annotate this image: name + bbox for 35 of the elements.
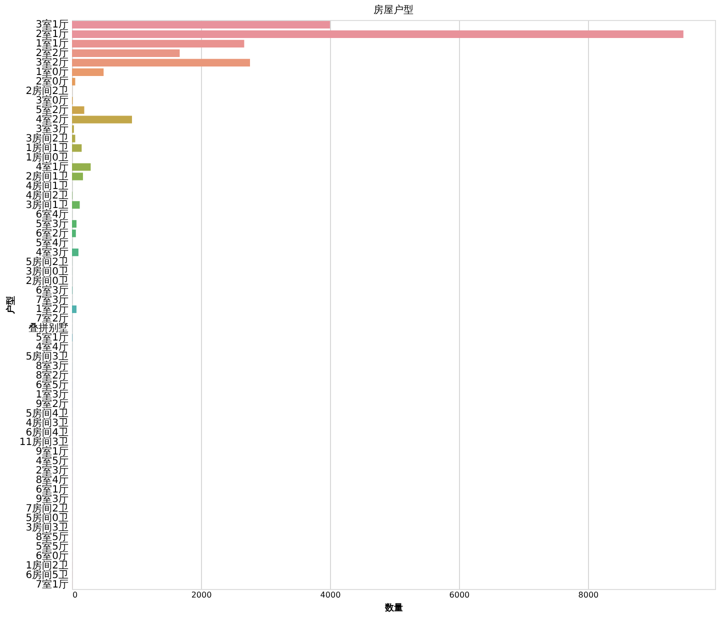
y-tick-label: 3房间0卫 [26,265,68,278]
y-tick-label: 5房间2卫 [26,256,68,268]
y-tick-label: 2房间0卫 [26,274,68,287]
bar [72,116,132,124]
x-tick-label: 4000 [320,590,341,600]
bar [72,78,76,86]
x-tick-label: 8000 [578,590,599,600]
bar [72,305,77,314]
y-tick-label: 6房间5卫 [26,568,68,581]
x-axis-title: 数量 [384,602,403,614]
bar [72,68,104,76]
y-tick-label: 1房间2卫 [26,559,68,572]
y-tick-label: 3房间3卫 [26,521,68,534]
x-tick-label: 0 [72,590,78,600]
y-tick-label: 5房间0卫 [26,512,68,524]
bar [72,20,330,29]
bar [72,248,78,256]
y-tick-label: 7房间2卫 [26,502,68,514]
y-tick-label: 3房间1卫 [26,198,68,211]
x-tick-label: 6000 [449,590,470,600]
y-axis-title: 户型 [5,296,16,315]
x-tick-label: 2000 [191,590,212,600]
bar [72,230,76,238]
y-tick-label: 7室1厅 [36,578,68,590]
bar [72,49,180,57]
bar [72,106,84,114]
chart-title: 房屋户型 [374,4,414,16]
bar [72,220,77,228]
bar [72,201,80,209]
y-tick-label: 2房间1卫 [26,170,68,182]
bar [72,30,684,38]
y-tick-label: 4房间2卫 [26,189,68,202]
y-tick-label: 4房间1卫 [26,180,68,192]
bar [72,58,250,66]
bar [72,40,244,48]
